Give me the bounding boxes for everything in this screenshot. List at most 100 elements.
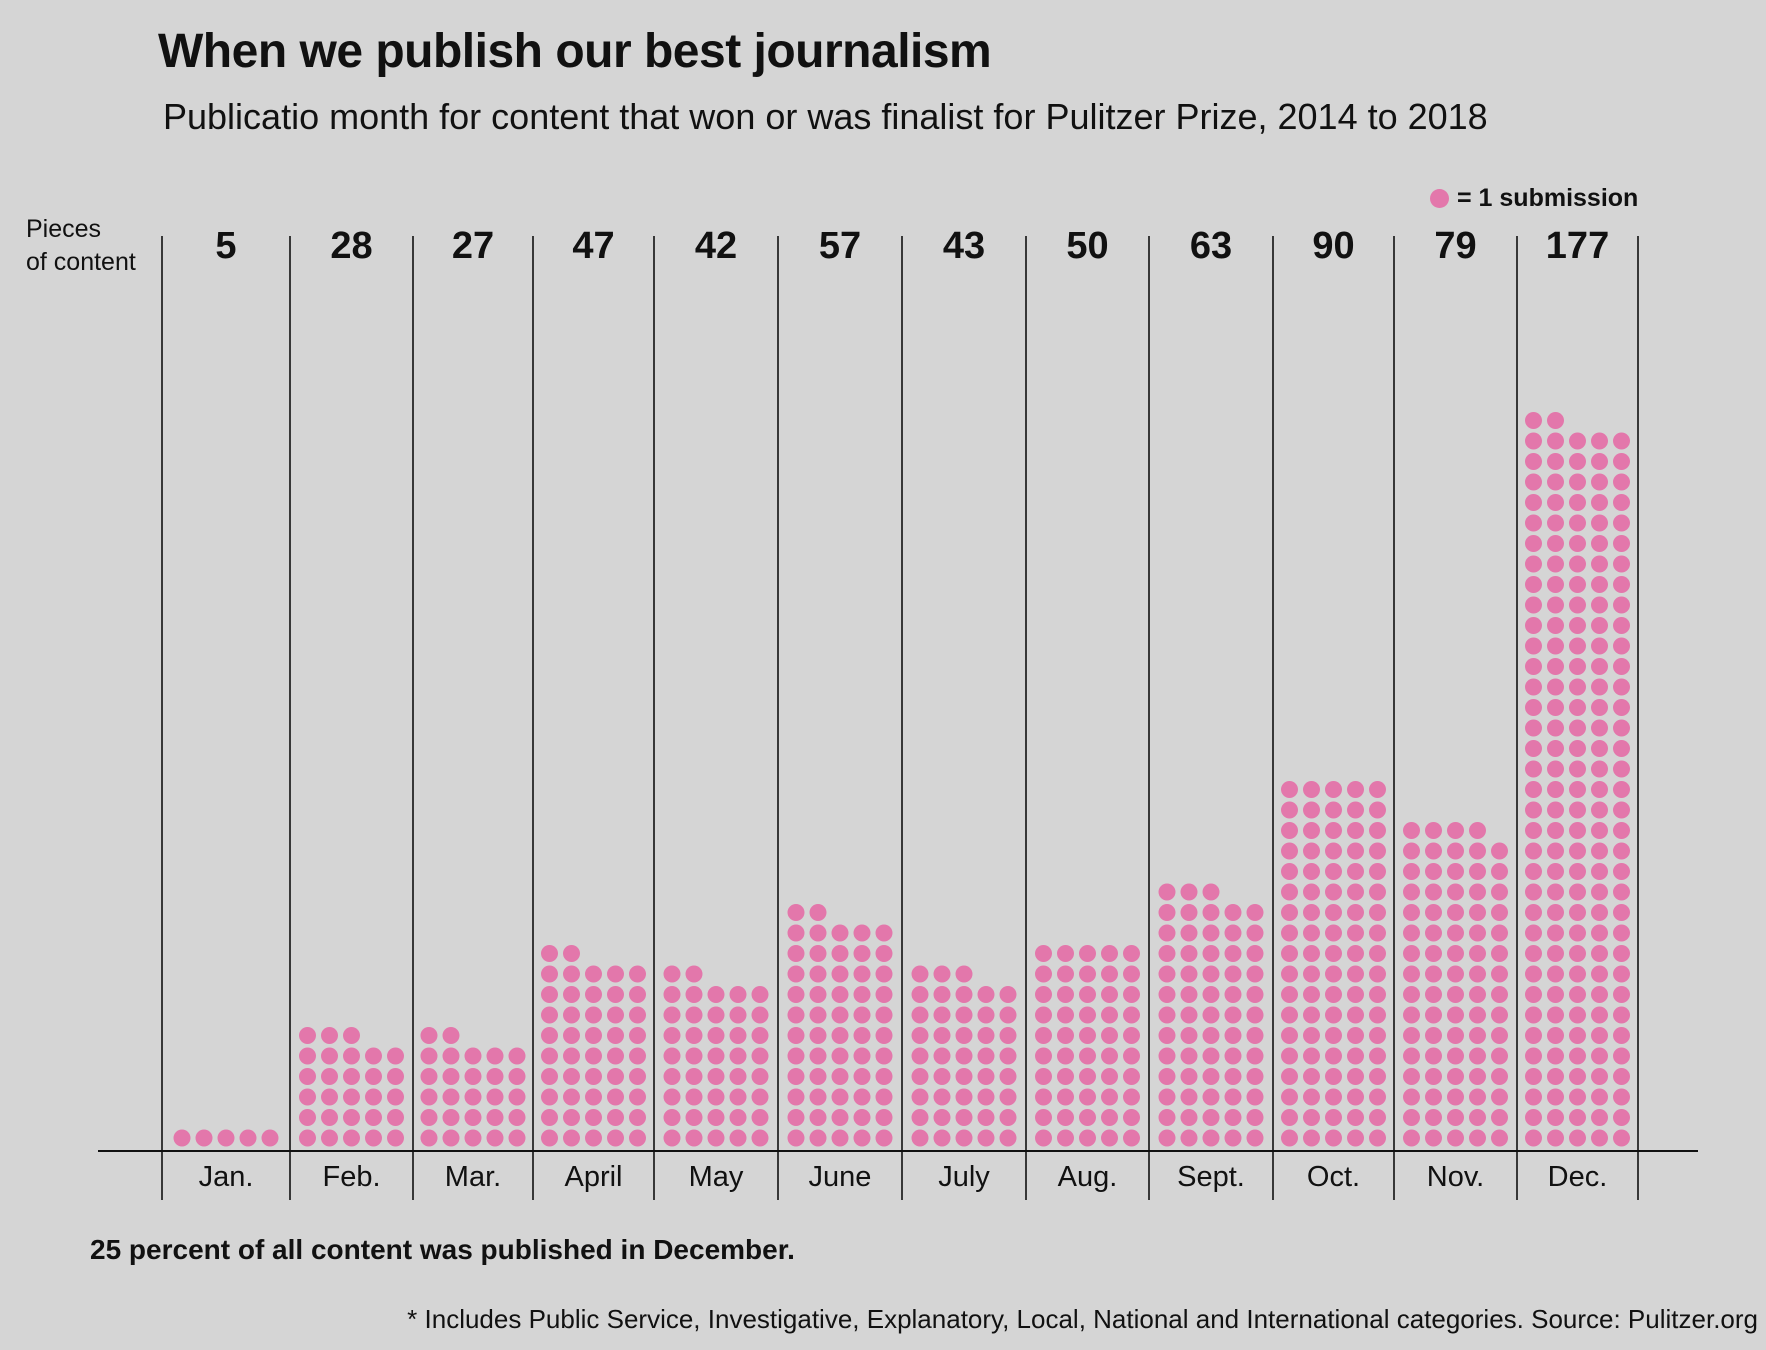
dot-jan-3 — [239, 1129, 257, 1147]
dot-april-2 — [585, 1129, 602, 1147]
dot-nov-45 — [1403, 945, 1420, 962]
dot-nov-54 — [1491, 924, 1508, 942]
dot-sept-57 — [1202, 904, 1220, 921]
dot-feb-7 — [343, 1109, 360, 1126]
dot-nov-75 — [1403, 822, 1420, 839]
dot-july-32 — [955, 1006, 973, 1024]
dot-nov-65 — [1403, 863, 1420, 880]
dot-dec-2 — [1569, 1129, 1586, 1147]
dot-sept-62 — [1202, 883, 1220, 901]
dot-sept-10 — [1158, 1088, 1176, 1106]
dot-dec-119 — [1613, 658, 1630, 675]
dot-oct-66 — [1303, 863, 1320, 880]
dot-may-37 — [707, 986, 725, 1003]
dot-sept-19 — [1246, 1068, 1264, 1085]
dot-dec-165 — [1525, 453, 1542, 470]
dot-nov-49 — [1491, 945, 1508, 962]
value-label-feb: 28 — [330, 225, 372, 267]
dot-dec-42 — [1569, 965, 1586, 983]
dot-july-16 — [933, 1068, 951, 1085]
dot-dec-117 — [1569, 658, 1586, 675]
dot-sept-40 — [1158, 965, 1176, 983]
dot-aug-27 — [1079, 1027, 1096, 1044]
dot-dec-162 — [1569, 473, 1586, 491]
dot-aug-2 — [1079, 1129, 1096, 1147]
dot-dec-110 — [1525, 678, 1542, 696]
dot-aug-3 — [1101, 1129, 1118, 1147]
dot-may-40 — [663, 965, 681, 983]
dot-may-13 — [729, 1088, 747, 1106]
dot-sept-32 — [1202, 1006, 1220, 1024]
dot-sept-54 — [1246, 924, 1264, 942]
dot-june-25 — [787, 1027, 805, 1044]
dot-july-27 — [955, 1027, 973, 1044]
dot-july-19 — [999, 1068, 1017, 1085]
dot-nov-57 — [1447, 904, 1464, 921]
dot-june-53 — [853, 924, 871, 942]
dot-june-42 — [831, 965, 849, 983]
dot-june-51 — [809, 924, 827, 942]
legend: = 1 submission — [1430, 184, 1638, 213]
dot-dec-4 — [1613, 1129, 1630, 1147]
dot-nov-34 — [1491, 1006, 1508, 1024]
dot-june-50 — [787, 924, 805, 942]
dot-oct-8 — [1347, 1109, 1364, 1126]
dot-april-16 — [563, 1068, 580, 1085]
dot-nov-74 — [1491, 842, 1508, 860]
dot-nov-37 — [1447, 986, 1464, 1003]
dot-june-3 — [853, 1129, 871, 1147]
dot-june-32 — [831, 1006, 849, 1024]
dot-dec-54 — [1613, 924, 1630, 942]
dot-oct-23 — [1347, 1047, 1364, 1065]
legend-dot-icon — [1430, 189, 1449, 208]
dot-oct-33 — [1347, 1006, 1364, 1024]
dot-dec-136 — [1547, 576, 1564, 593]
dot-dec-17 — [1569, 1068, 1586, 1085]
dot-nov-78 — [1469, 822, 1486, 839]
dot-oct-74 — [1369, 842, 1386, 860]
dot-nov-18 — [1469, 1068, 1486, 1085]
dot-dec-99 — [1613, 740, 1630, 757]
category-label-june: June — [809, 1161, 872, 1193]
category-label-oct: Oct. — [1307, 1161, 1360, 1193]
dot-dec-87 — [1569, 781, 1586, 798]
dot-june-47 — [831, 945, 849, 962]
dot-mar-15 — [420, 1068, 438, 1085]
dot-dec-23 — [1591, 1047, 1608, 1065]
dot-oct-52 — [1325, 924, 1342, 942]
dot-dec-38 — [1591, 986, 1608, 1003]
dot-nov-26 — [1425, 1027, 1442, 1044]
dot-june-56 — [809, 904, 827, 921]
dot-sept-53 — [1224, 924, 1242, 942]
dot-oct-85 — [1281, 781, 1298, 798]
dot-oct-34 — [1369, 1006, 1386, 1024]
y-axis-label-line-1: Pieces — [26, 215, 102, 243]
dot-mar-8 — [486, 1109, 504, 1126]
dot-nov-55 — [1403, 904, 1420, 921]
dot-sept-38 — [1224, 986, 1242, 1003]
dot-may-20 — [663, 1047, 681, 1065]
dot-oct-77 — [1325, 822, 1342, 839]
dot-april-11 — [563, 1088, 580, 1106]
dot-oct-48 — [1347, 945, 1364, 962]
dot-dec-48 — [1591, 945, 1608, 962]
dot-oct-57 — [1325, 904, 1342, 921]
dot-may-3 — [729, 1129, 747, 1147]
dot-mar-12 — [464, 1088, 482, 1106]
dot-july-29 — [999, 1027, 1017, 1044]
dot-feb-19 — [387, 1068, 404, 1085]
dot-dec-128 — [1591, 617, 1608, 634]
dot-april-42 — [585, 965, 602, 983]
dot-nov-27 — [1447, 1027, 1464, 1044]
dot-aug-32 — [1079, 1006, 1096, 1024]
dot-april-19 — [629, 1068, 646, 1085]
dot-june-12 — [831, 1088, 849, 1106]
dot-mar-10 — [420, 1088, 438, 1106]
dot-dec-70 — [1525, 842, 1542, 860]
dot-nov-2 — [1447, 1129, 1464, 1147]
dot-dec-174 — [1613, 432, 1630, 450]
dot-oct-75 — [1281, 822, 1298, 839]
legend-label: = 1 submission — [1457, 184, 1639, 212]
dot-sept-51 — [1180, 924, 1198, 942]
dot-feb-6 — [321, 1109, 338, 1126]
